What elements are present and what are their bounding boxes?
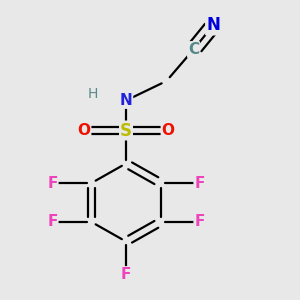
Text: C: C — [188, 42, 199, 57]
Text: F: F — [47, 176, 58, 190]
Text: O: O — [77, 123, 91, 138]
Text: F: F — [194, 214, 205, 230]
Text: O: O — [161, 123, 175, 138]
Text: F: F — [47, 214, 58, 230]
Text: F: F — [121, 267, 131, 282]
Text: N: N — [120, 93, 132, 108]
Text: F: F — [194, 176, 205, 190]
Text: N: N — [206, 16, 220, 34]
Text: H: H — [88, 88, 98, 101]
Text: S: S — [120, 122, 132, 140]
